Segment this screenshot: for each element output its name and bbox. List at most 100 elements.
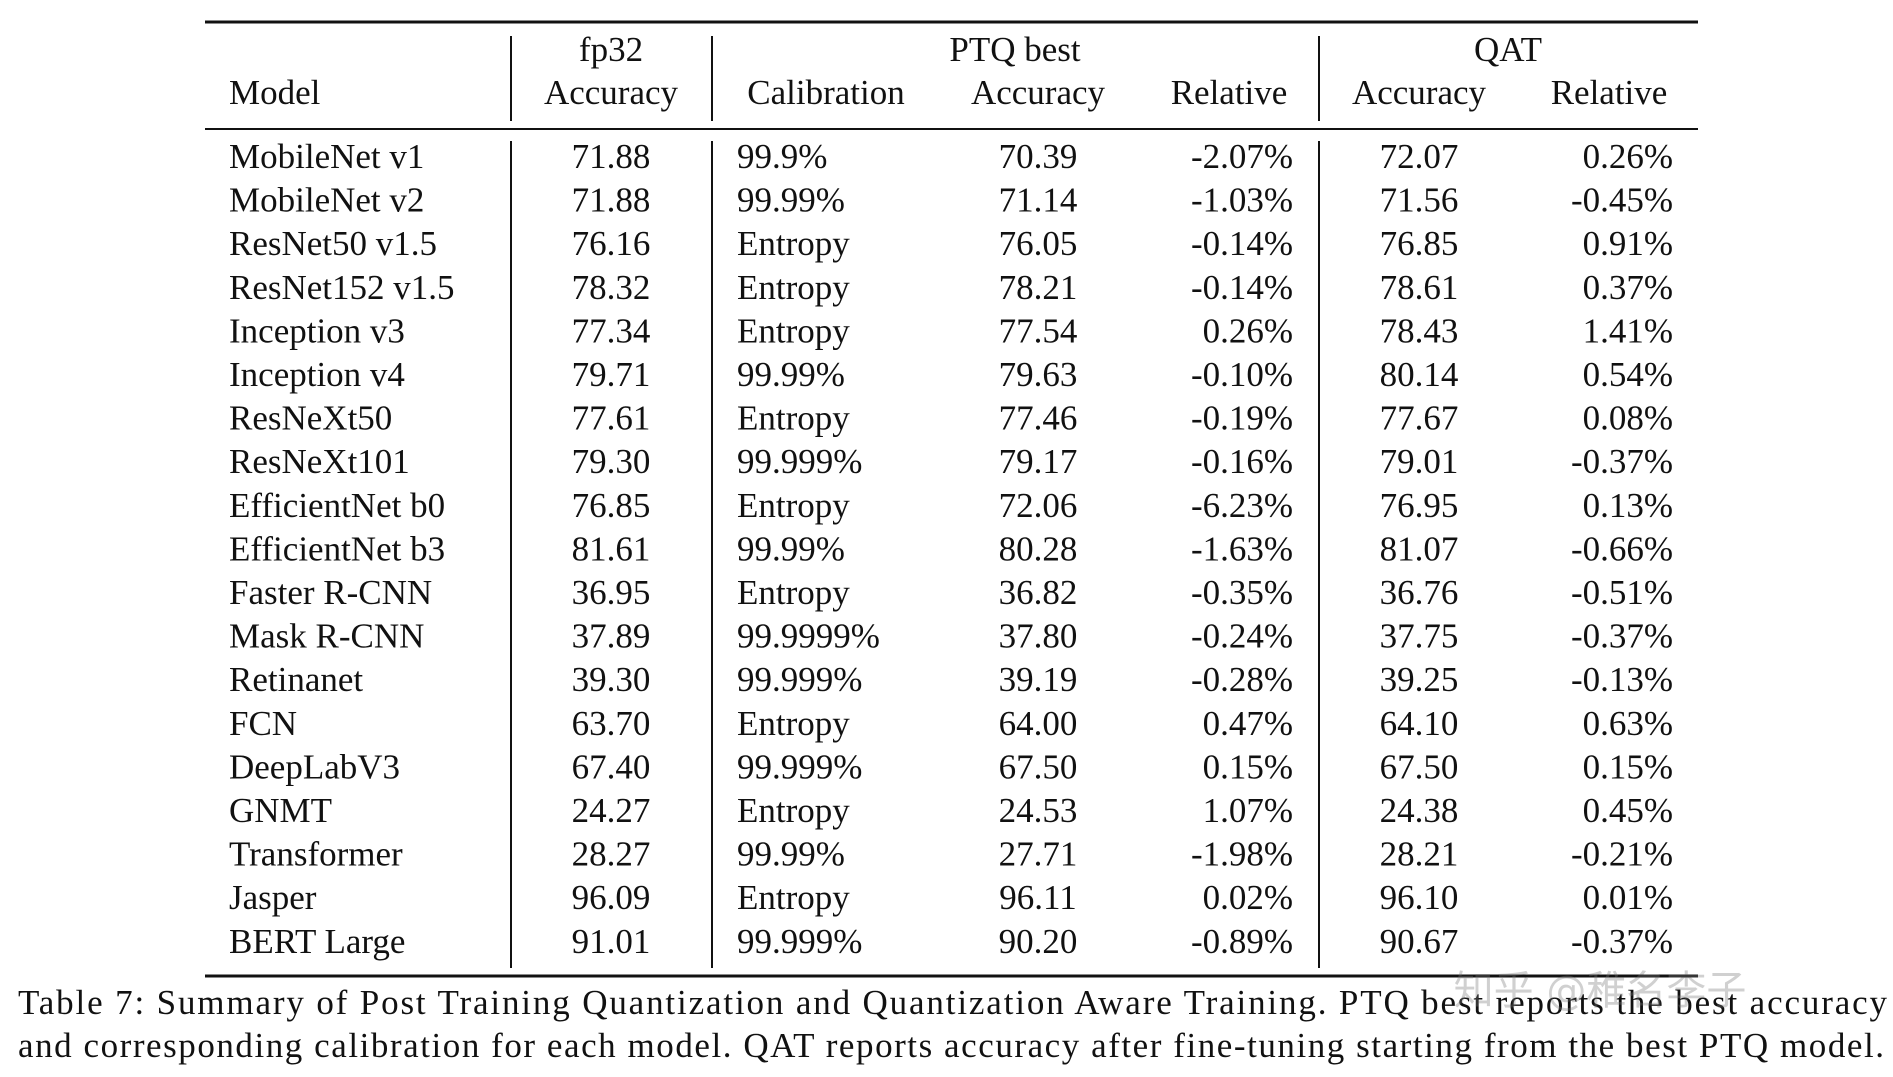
column-header: Model	[229, 73, 321, 112]
row-label: GNMT	[229, 791, 332, 830]
table-cell: 28.21	[1380, 835, 1459, 874]
table-cell: 72.07	[1380, 137, 1459, 176]
table-cell: 90.20	[999, 922, 1078, 961]
table-cell: 71.88	[572, 137, 651, 176]
row-label: EfficientNet b3	[229, 529, 445, 568]
table-cell: 96.11	[999, 878, 1076, 917]
table-cell: 81.07	[1380, 529, 1459, 568]
table-cell: 71.56	[1380, 181, 1459, 220]
table-cell: 0.45%	[1583, 791, 1673, 830]
row-label: EfficientNet b0	[229, 486, 445, 525]
row-label: ResNeXt101	[229, 442, 410, 481]
table-cell: -0.16%	[1191, 442, 1293, 481]
table-cell: 79.30	[572, 442, 651, 481]
table-cell: -0.37%	[1571, 617, 1673, 656]
row-label: DeepLabV3	[229, 747, 400, 786]
table-cell: 37.75	[1380, 617, 1459, 656]
group-header: fp32	[579, 30, 643, 69]
table-cell: 67.50	[1380, 747, 1459, 786]
table-cell: 90.67	[1380, 922, 1459, 961]
table-cell: -6.23%	[1191, 486, 1293, 525]
table-cell: 67.40	[572, 747, 651, 786]
table-cell: Entropy	[737, 878, 850, 917]
table-cell: 76.85	[1380, 224, 1459, 263]
table-cell: 64.00	[999, 704, 1078, 743]
table-cell: 28.27	[572, 835, 651, 874]
row-label: MobileNet v2	[229, 181, 424, 220]
table-cell: 67.50	[999, 747, 1078, 786]
table-cell: 37.89	[572, 617, 651, 656]
table-cell: 99.99%	[737, 835, 845, 874]
row-label: ResNet152 v1.5	[229, 268, 455, 307]
table-cell: 64.10	[1380, 704, 1459, 743]
table-cell: -0.13%	[1571, 660, 1673, 699]
table-cell: 79.01	[1380, 442, 1459, 481]
caption-line: Table 7: Summary of Post Training Quanti…	[18, 983, 1887, 1022]
table-cell: Entropy	[737, 311, 850, 350]
table-cell: 99.999%	[737, 442, 862, 481]
table-cell: 36.95	[572, 573, 651, 612]
table-cell: Entropy	[737, 704, 850, 743]
table-cell: 0.26%	[1583, 137, 1673, 176]
table-cell: 78.43	[1380, 311, 1459, 350]
row-label: MobileNet v1	[229, 137, 424, 176]
table-cell: 96.09	[572, 878, 651, 917]
table-cell: 79.63	[999, 355, 1078, 394]
table-cell: -2.07%	[1191, 137, 1293, 176]
column-header: Calibration	[747, 73, 904, 112]
table-cell: 27.71	[999, 835, 1078, 874]
table-cell: 0.47%	[1203, 704, 1293, 743]
table-cell: 78.61	[1380, 268, 1459, 307]
table-cell: -1.98%	[1191, 835, 1293, 874]
table-cell: 99.999%	[737, 747, 862, 786]
row-label: ResNeXt50	[229, 399, 392, 438]
table-cell: Entropy	[737, 573, 850, 612]
table-cell: 80.28	[999, 529, 1078, 568]
table-cell: 39.30	[572, 660, 651, 699]
table-cell: -0.89%	[1191, 922, 1293, 961]
row-label: Faster R-CNN	[229, 573, 432, 612]
table-cell: -0.51%	[1571, 573, 1673, 612]
table-cell: Entropy	[737, 486, 850, 525]
table-cell: -0.37%	[1571, 922, 1673, 961]
row-label: Retinanet	[229, 660, 363, 699]
table-cell: -0.35%	[1191, 573, 1293, 612]
table-cell: 76.16	[572, 224, 651, 263]
table-cell: 79.17	[999, 442, 1078, 481]
table-cell: 77.67	[1380, 399, 1459, 438]
table-cell: 81.61	[572, 529, 651, 568]
table-cell: 77.61	[572, 399, 651, 438]
table-cell: -0.45%	[1571, 181, 1673, 220]
table-cell: -0.10%	[1191, 355, 1293, 394]
table-cell: 99.99%	[737, 181, 845, 220]
table-cell: Entropy	[737, 791, 850, 830]
table-cell: 71.88	[572, 181, 651, 220]
column-header: Accuracy	[1352, 73, 1487, 112]
row-label: Mask R-CNN	[229, 617, 424, 656]
table-cell: 24.53	[999, 791, 1078, 830]
watermark: 知乎 @稚名李子	[1454, 968, 1747, 1014]
row-label: BERT Large	[229, 922, 405, 961]
column-header: Accuracy	[971, 73, 1106, 112]
table-cell: 99.999%	[737, 922, 862, 961]
table-cell: 39.19	[999, 660, 1078, 699]
table-cell: -0.37%	[1571, 442, 1673, 481]
row-label: FCN	[229, 704, 297, 743]
table-cell: Entropy	[737, 399, 850, 438]
table-cell: 0.08%	[1583, 399, 1673, 438]
table-cell: 77.34	[572, 311, 651, 350]
row-label: ResNet50 v1.5	[229, 224, 437, 263]
table-cell: 0.13%	[1583, 486, 1673, 525]
table-cell: 77.54	[999, 311, 1078, 350]
table-cell: -0.21%	[1571, 835, 1673, 874]
table-cell: 0.02%	[1203, 878, 1293, 917]
table-cell: 0.01%	[1583, 878, 1673, 917]
table-cell: 77.46	[999, 399, 1078, 438]
table-cell: 99.999%	[737, 660, 862, 699]
row-label: Transformer	[229, 835, 403, 874]
table-cell: 36.76	[1380, 573, 1459, 612]
table-cell: 72.06	[999, 486, 1078, 525]
table-cell: 76.05	[999, 224, 1078, 263]
table-cell: 99.9%	[737, 137, 827, 176]
table-cell: 76.95	[1380, 486, 1459, 525]
